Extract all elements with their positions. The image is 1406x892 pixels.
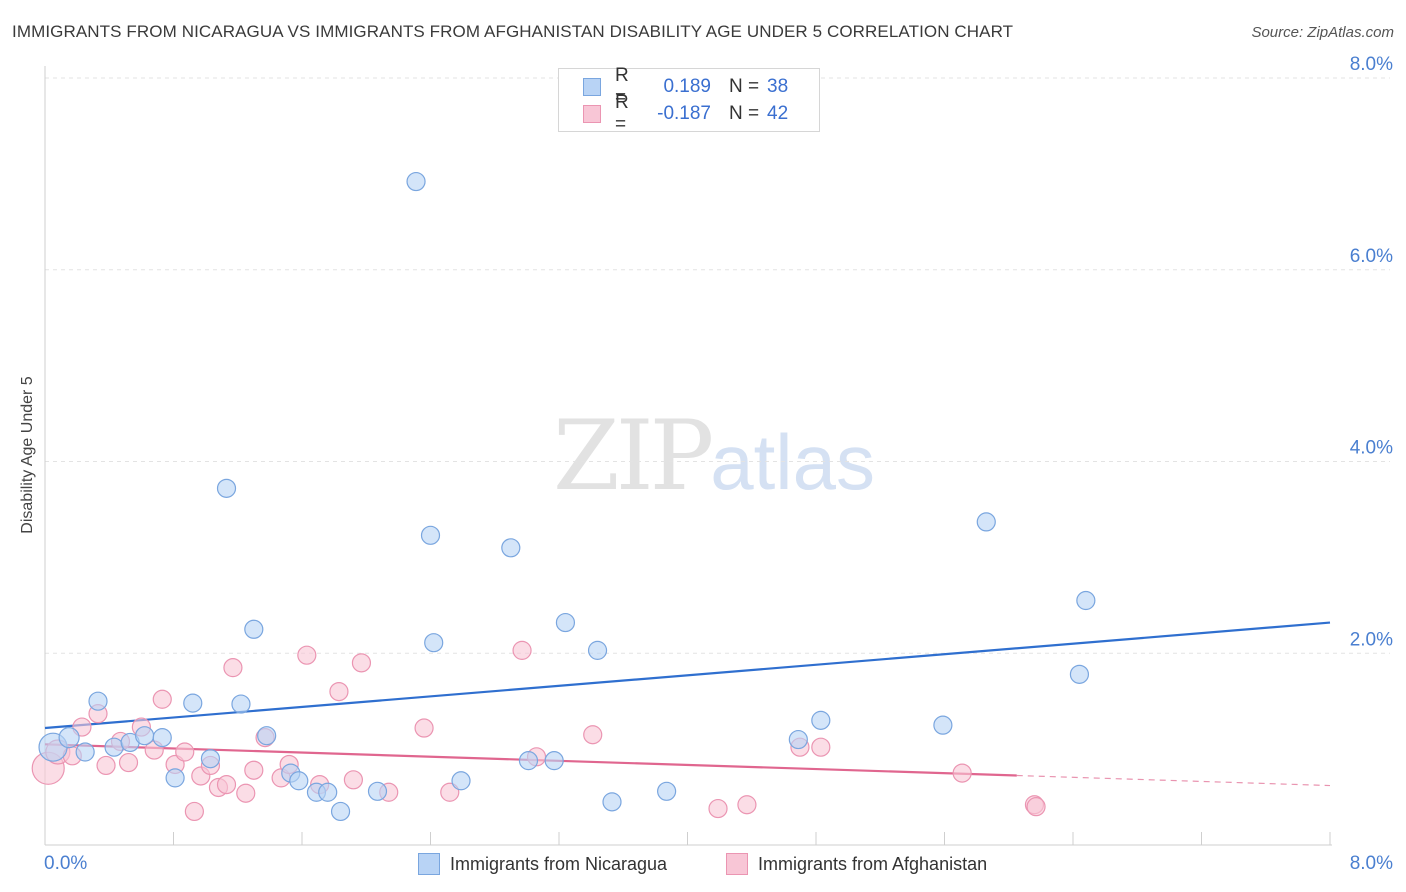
legend-n-value: 42: [767, 103, 789, 124]
point-nicaragua: [501, 538, 521, 558]
legend-n-label: N =: [729, 76, 760, 97]
legend-label-nicaragua: Immigrants from Nicaragua: [450, 853, 668, 874]
point-nicaragua: [420, 525, 441, 545]
trendline-nicaragua: [44, 621, 1331, 730]
point-nicaragua: [544, 751, 564, 771]
point-afghanistan: [343, 770, 363, 790]
y-tick-label: 8.0%: [1350, 54, 1393, 75]
legend-swatch-afghanistan: [726, 853, 748, 875]
point-afghanistan: [223, 658, 243, 678]
point-nicaragua: [104, 737, 124, 757]
point-nicaragua: [367, 781, 388, 801]
bottom-legend-nicaragua: Immigrants from Nicaragua: [418, 852, 667, 876]
point-afghanistan: [708, 798, 728, 819]
point-afghanistan: [329, 681, 349, 702]
point-nicaragua: [330, 801, 351, 822]
correlation-legend: R = 0.189 N = 38 R = -0.187 N = 42: [558, 65, 820, 135]
point-afghanistan: [236, 783, 256, 803]
legend-swatch-nicaragua: [418, 853, 440, 875]
point-afghanistan: [414, 718, 434, 738]
point-nicaragua: [257, 726, 277, 746]
point-afghanistan: [583, 725, 603, 745]
legend-n-label: N =: [729, 103, 760, 124]
point-afghanistan: [811, 737, 831, 757]
trendline-afghanistan-extension: [1016, 774, 1331, 787]
point-nicaragua: [933, 715, 953, 735]
gridlines: [45, 77, 1390, 654]
point-nicaragua: [1076, 590, 1096, 611]
legend-row-nicaragua: R = 0.189 N = 38: [583, 65, 789, 108]
data-points: [31, 171, 1096, 822]
point-afghanistan: [440, 782, 460, 802]
point-nicaragua: [200, 749, 221, 769]
legend-swatch-afghanistan: [583, 105, 601, 123]
legend-r-label: R =: [615, 65, 629, 108]
point-afghanistan: [152, 689, 172, 709]
y-tick-label: 4.0%: [1350, 438, 1393, 459]
point-nicaragua: [58, 727, 80, 749]
point-afghanistan: [216, 774, 237, 795]
point-nicaragua: [811, 710, 831, 730]
bottom-legend-afghanistan: Immigrants from Afghanistan: [726, 852, 987, 876]
y-tick-label: 6.0%: [1350, 246, 1393, 267]
point-nicaragua: [318, 782, 338, 802]
point-afghanistan: [351, 653, 372, 673]
x-tick-label: 8.0%: [1350, 853, 1393, 874]
point-nicaragua: [216, 478, 237, 498]
point-nicaragua: [406, 171, 426, 192]
point-nicaragua: [134, 726, 155, 746]
y-tick-label: 2.0%: [1350, 629, 1393, 650]
legend-n-value: 38: [767, 76, 789, 97]
point-afghanistan: [244, 760, 264, 780]
point-nicaragua: [231, 694, 251, 714]
legend-r-value: -0.187: [657, 103, 711, 124]
axes: [44, 66, 1332, 846]
point-nicaragua: [587, 640, 608, 660]
point-afghanistan: [952, 763, 972, 783]
point-afghanistan: [118, 752, 139, 773]
point-nicaragua: [1069, 664, 1090, 684]
legend-swatch-nicaragua: [583, 78, 601, 96]
legend-r-value: 0.189: [663, 76, 711, 97]
point-afghanistan: [96, 755, 116, 776]
source-label: Source: ZipAtlas.com: [1251, 24, 1394, 41]
point-nicaragua: [788, 729, 808, 750]
watermark-zip: ZIP: [553, 400, 714, 512]
x-tick-label: 0.0%: [44, 853, 87, 874]
point-nicaragua: [152, 728, 172, 748]
legend-label-afghanistan: Immigrants from Afghanistan: [758, 853, 988, 874]
point-nicaragua: [976, 512, 996, 532]
point-afghanistan: [184, 801, 204, 822]
legend-row-afghanistan: R = -0.187 N = 42: [583, 92, 789, 135]
point-afghanistan: [175, 742, 195, 762]
chart-title: IMMIGRANTS FROM NICARAGUA VS IMMIGRANTS …: [12, 22, 1014, 41]
point-afghanistan: [512, 640, 532, 660]
point-nicaragua: [657, 781, 677, 801]
point-afghanistan: [297, 645, 317, 665]
point-nicaragua: [451, 771, 471, 791]
point-nicaragua: [555, 612, 576, 633]
point-nicaragua: [165, 768, 185, 788]
point-nicaragua: [289, 771, 309, 791]
point-nicaragua: [183, 693, 203, 713]
point-afghanistan: [737, 795, 757, 815]
tick-labels: 2.0% 4.0% 6.0% 8.0% 0.0% 8.0%: [44, 54, 1393, 874]
point-nicaragua: [244, 619, 264, 639]
point-nicaragua: [602, 792, 622, 812]
point-nicaragua: [88, 691, 108, 711]
point-nicaragua: [518, 751, 539, 771]
legend-r-label: R =: [615, 92, 629, 135]
point-afghanistan: [1026, 797, 1046, 817]
point-nicaragua: [75, 742, 95, 762]
point-nicaragua: [424, 633, 444, 653]
